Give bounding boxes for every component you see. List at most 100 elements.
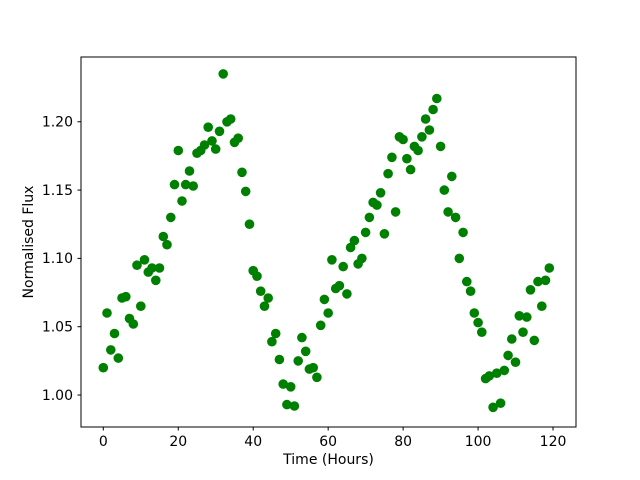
data-point <box>255 286 266 297</box>
data-point <box>263 293 274 303</box>
y-tick-label: 1.05 <box>42 320 73 336</box>
data-point <box>282 399 292 410</box>
data-point <box>533 276 543 287</box>
y-tick-label: 1.10 <box>42 251 73 267</box>
data-point <box>387 152 397 163</box>
data-point <box>285 382 296 392</box>
data-point <box>113 353 124 363</box>
x-tick-label: 0 <box>99 434 108 450</box>
data-point <box>540 275 551 286</box>
data-point <box>458 227 468 238</box>
data-point <box>188 181 198 191</box>
data-point <box>199 140 210 150</box>
data-point <box>259 301 270 312</box>
data-point <box>237 167 247 178</box>
data-point <box>210 144 221 154</box>
data-point <box>507 334 517 344</box>
x-tick-label: 80 <box>394 434 412 450</box>
data-point <box>518 327 528 338</box>
data-point <box>522 312 532 322</box>
data-point <box>278 379 289 389</box>
data-point <box>166 212 176 223</box>
data-point <box>462 276 472 287</box>
data-point <box>154 263 165 273</box>
y-tick-label: 1.20 <box>42 115 73 131</box>
data-point <box>267 336 277 347</box>
data-point <box>323 308 334 318</box>
data-point <box>319 294 330 305</box>
data-point <box>537 301 547 312</box>
data-point <box>203 122 213 132</box>
data-point <box>450 212 461 223</box>
x-axis-ticks: 0 20 40 60 80 100 120 <box>99 427 567 450</box>
data-point <box>128 319 139 329</box>
data-point <box>364 212 375 223</box>
data-point <box>375 188 386 198</box>
data-point <box>300 346 311 357</box>
data-point <box>510 357 521 368</box>
data-point <box>109 328 120 339</box>
data-point <box>180 179 191 190</box>
data-point <box>454 253 465 264</box>
data-point <box>484 371 495 381</box>
data-point <box>402 153 412 164</box>
data-point <box>308 362 319 373</box>
data-point <box>417 132 427 142</box>
data-point <box>274 354 285 365</box>
data-point <box>342 289 352 299</box>
data-point <box>102 308 112 318</box>
data-point <box>184 166 195 176</box>
data-point <box>214 126 225 137</box>
data-point <box>529 335 540 346</box>
data-point <box>327 254 337 265</box>
data-point <box>514 311 525 321</box>
data-point <box>349 235 360 246</box>
data-point <box>121 291 131 302</box>
data-point <box>207 136 217 146</box>
data-point <box>177 196 187 206</box>
data-point <box>390 207 401 217</box>
data-point <box>398 134 408 145</box>
y-axis-ticks: 1.00 1.05 1.10 1.15 1.20 <box>42 115 81 404</box>
data-point <box>173 145 184 156</box>
data-point <box>225 114 236 124</box>
data-point <box>252 271 262 282</box>
data-point <box>334 280 345 291</box>
data-point <box>289 401 300 411</box>
data-point <box>139 254 150 265</box>
x-tick-label: 40 <box>244 434 262 450</box>
y-axis-label: Normalised Flux <box>21 186 37 299</box>
data-point <box>477 327 487 338</box>
data-point <box>473 317 483 328</box>
data-point <box>465 286 476 297</box>
data-point <box>158 231 169 242</box>
data-point <box>151 275 161 286</box>
data-point <box>432 93 442 104</box>
data-point <box>447 171 457 182</box>
data-point <box>244 219 255 229</box>
data-point <box>525 285 536 295</box>
data-point <box>383 168 393 179</box>
x-tick-label: 100 <box>465 434 492 450</box>
data-point <box>315 320 326 331</box>
data-point <box>218 69 228 79</box>
data-point <box>147 263 157 273</box>
data-point <box>360 227 371 238</box>
data-point <box>405 164 416 175</box>
x-axis-label: Time (Hours) <box>282 452 374 468</box>
data-point <box>544 263 555 273</box>
data-point <box>297 332 307 343</box>
data-point <box>488 402 498 413</box>
data-point <box>98 362 109 373</box>
data-point <box>439 185 450 195</box>
data-point <box>169 179 180 190</box>
x-tick-label: 60 <box>319 434 337 450</box>
data-point <box>312 372 322 383</box>
data-point <box>293 356 304 366</box>
data-point <box>372 200 382 210</box>
data-point <box>495 398 506 409</box>
x-tick-label: 120 <box>540 434 567 450</box>
data-point <box>136 301 146 312</box>
data-points <box>98 69 555 413</box>
